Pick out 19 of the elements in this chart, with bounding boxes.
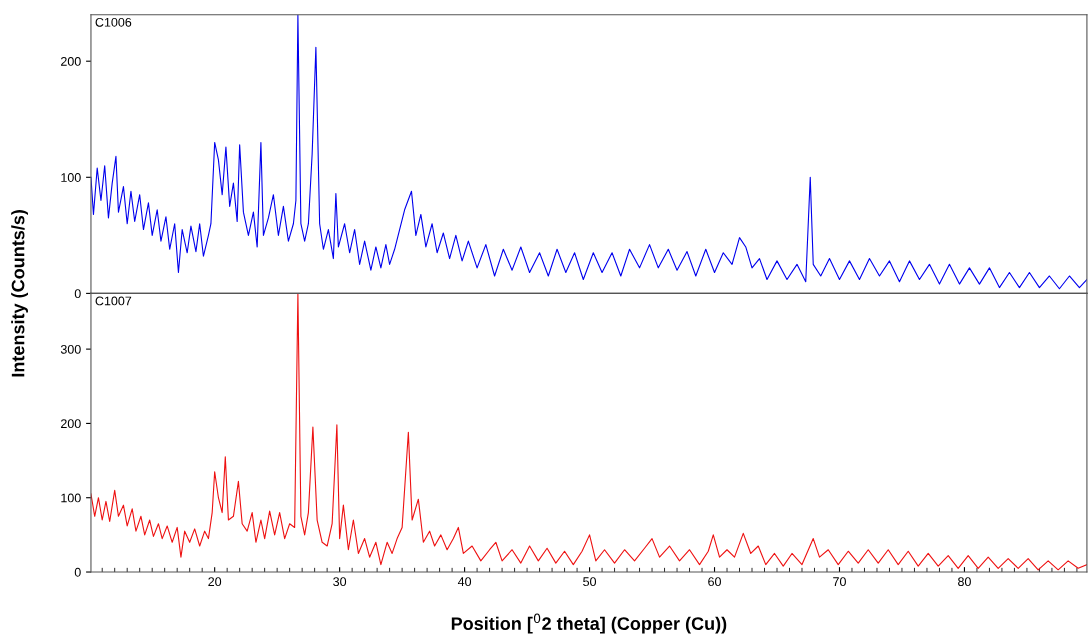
y-tick-label: 200 <box>61 57 81 66</box>
x-tick-label: 80 <box>958 577 971 587</box>
x-tick-label: 60 <box>708 577 721 587</box>
y-tick-label: 100 <box>61 173 81 182</box>
x-tick-label: 40 <box>457 577 472 587</box>
x-tick-label: 70 <box>833 577 846 587</box>
x-axis-title: Position [$^{0}$2 theta] (Copper (Cu)) <box>451 613 727 634</box>
y-axis-title: Intensity (Counts/s) <box>11 210 28 377</box>
line-series <box>90 14 1087 290</box>
y-tick-label: 0 <box>74 567 81 577</box>
x-tick-label: 20 <box>208 577 222 587</box>
y-tick-label: 0 <box>74 289 81 299</box>
text: C1006 <box>95 17 132 27</box>
x-tick-label: 30 <box>333 577 347 587</box>
text: C1007 <box>95 296 132 306</box>
y-tick-label: 200 <box>61 419 81 429</box>
y-tick-label: 300 <box>60 344 81 354</box>
x-tick-label: 50 <box>583 577 597 587</box>
y-tick-label: 100 <box>61 493 81 503</box>
